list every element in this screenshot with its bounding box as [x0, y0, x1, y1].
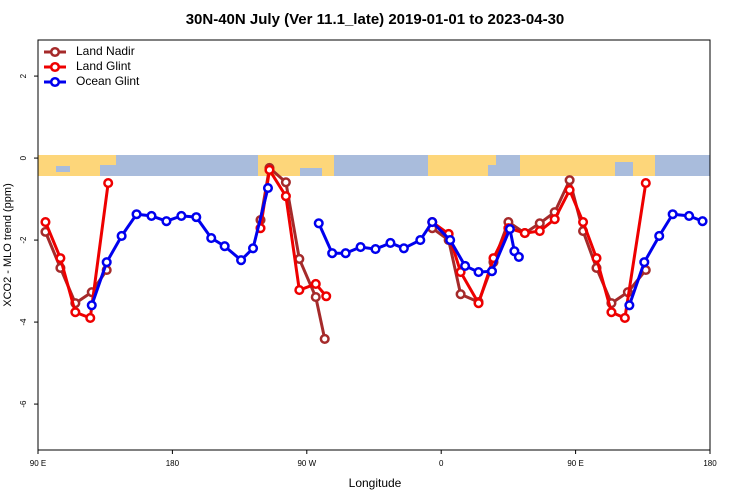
legend-label: Ocean Glint — [76, 74, 140, 88]
data-point — [191, 212, 202, 223]
data-point — [455, 289, 466, 300]
data-point — [340, 248, 351, 259]
legend-marker — [49, 76, 61, 88]
data-point — [247, 243, 259, 254]
y-axis-label: XCO2 - MLO trend (ppm) — [2, 183, 14, 306]
plot-frame — [37, 39, 711, 451]
data-point — [619, 312, 630, 324]
y-tick-label: 2 — [19, 73, 28, 78]
data-point — [591, 253, 602, 264]
x-tick-label: 90 W — [297, 459, 316, 468]
data-point — [40, 216, 51, 228]
data-point — [131, 209, 142, 220]
series-line — [44, 168, 648, 320]
data-point — [262, 182, 274, 194]
data-point — [319, 333, 330, 344]
data-point — [473, 298, 484, 309]
data-point — [486, 266, 498, 277]
series-line — [90, 187, 704, 306]
data-point — [513, 251, 524, 262]
legend-label: Land Glint — [76, 59, 131, 73]
data-point — [578, 216, 589, 228]
data-point — [398, 243, 409, 254]
data-point — [534, 226, 545, 237]
data-point — [280, 177, 291, 188]
y-tick-label: -6 — [19, 400, 28, 408]
data-point — [86, 300, 97, 311]
data-point — [519, 228, 530, 239]
data-point — [654, 230, 665, 242]
data-point — [161, 216, 172, 227]
data-point — [176, 210, 187, 221]
data-point — [321, 291, 332, 302]
data-point — [549, 214, 560, 225]
y-tick-label: -2 — [19, 236, 28, 244]
data-point — [385, 237, 396, 248]
data-point — [427, 216, 438, 228]
data-point — [460, 260, 471, 271]
data-point — [327, 248, 338, 259]
chart-title: 30N-40N July (Ver 11.1_late) 2019-01-01 … — [186, 11, 565, 28]
data-point — [624, 300, 635, 311]
data-point — [606, 307, 617, 318]
data-point — [101, 257, 112, 268]
legend-marker — [49, 61, 61, 73]
data-point — [264, 164, 275, 176]
data-point — [684, 210, 695, 221]
data-point — [294, 285, 305, 296]
x-tick-label: 0 — [439, 459, 444, 468]
data-point — [564, 175, 575, 186]
data-point — [639, 257, 650, 268]
data-point — [55, 253, 66, 264]
data-point — [146, 210, 157, 221]
data-point — [445, 235, 456, 246]
y-tick-label: 0 — [19, 155, 28, 160]
data-point — [70, 307, 81, 318]
data-point — [85, 312, 96, 324]
data-point — [219, 241, 230, 252]
data-point — [534, 218, 545, 229]
data-point — [504, 223, 515, 235]
x-tick-label: 180 — [703, 459, 717, 468]
data-point — [313, 218, 324, 229]
x-tick-label: 180 — [166, 459, 180, 468]
data-point — [640, 178, 651, 189]
data-point — [473, 267, 484, 278]
data-point — [103, 178, 114, 189]
data-point — [415, 235, 426, 246]
x-axis-label: Longitude — [349, 476, 402, 490]
data-point — [564, 185, 575, 196]
data-point — [310, 292, 321, 303]
data-point — [355, 242, 366, 253]
data-point — [206, 232, 217, 244]
x-tick-label: 90 E — [567, 459, 583, 468]
map-strip — [38, 155, 710, 176]
y-tick-label: -4 — [19, 318, 28, 326]
data-point — [697, 216, 708, 227]
data-point — [310, 278, 321, 290]
legend-label: Land Nadir — [76, 44, 135, 58]
data-point — [370, 244, 381, 255]
data-point — [280, 191, 291, 202]
legend-marker — [49, 46, 61, 58]
data-point — [667, 209, 678, 220]
data-point — [116, 230, 127, 242]
data-point — [236, 255, 247, 266]
x-tick-label: 90 E — [30, 459, 46, 468]
